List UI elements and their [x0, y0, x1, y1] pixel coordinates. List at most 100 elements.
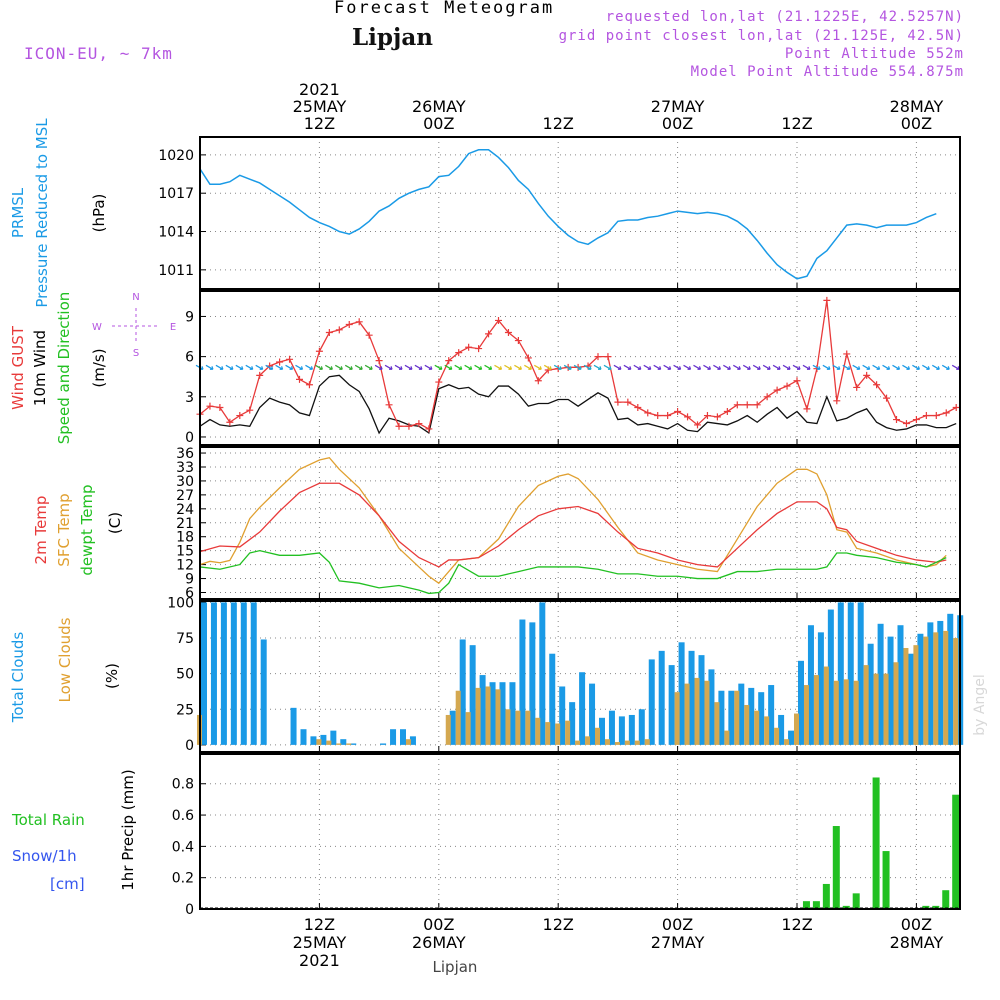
wind-arrow: [892, 364, 901, 370]
gust-point: [604, 353, 612, 361]
bar-low-clouds: [744, 704, 750, 745]
ylabel-wind-gust: Wind GUST: [9, 325, 27, 410]
bar-low-clouds: [604, 739, 610, 745]
bar-total-clouds: [778, 714, 785, 745]
wind-arrow: [225, 364, 234, 370]
bar-low-clouds: [614, 742, 620, 745]
bar-low-clouds: [903, 648, 909, 745]
bar-total-rain: [842, 905, 850, 909]
bar-total-clouds: [618, 716, 625, 745]
ytick-label: 1017: [158, 186, 194, 202]
gust-point: [644, 409, 652, 417]
ytick-label: 9: [185, 572, 194, 588]
wind-arrow: [941, 364, 950, 370]
series-line-dewpt-temp: [199, 549, 947, 595]
ytick-label: 1011: [158, 263, 194, 279]
bar-low-clouds: [455, 690, 461, 745]
bar-total-clouds: [350, 743, 357, 745]
wind-arrow: [882, 364, 891, 370]
gust-point: [534, 377, 542, 385]
bar-low-clouds: [515, 710, 521, 745]
time-label-top: 00Z: [423, 114, 454, 133]
ylabel-10m-wind: 10m Wind: [31, 330, 49, 406]
wind-arrow: [912, 364, 920, 370]
bar-total-clouds: [857, 602, 864, 745]
bar-total-clouds: [728, 690, 735, 745]
gust-point: [654, 412, 662, 420]
wind-arrow: [703, 364, 712, 370]
bar-low-clouds: [585, 736, 591, 745]
series-line-10m-wind: [199, 374, 957, 435]
bar-low-clouds: [694, 677, 700, 745]
bar-total-clouds: [927, 622, 934, 745]
bar-total-clouds: [827, 609, 834, 745]
time-label-top: 00Z: [901, 114, 932, 133]
gust-point: [703, 412, 711, 420]
gust-point: [405, 422, 413, 430]
wind-arrow: [434, 364, 443, 370]
ytick-label: 9: [185, 309, 194, 325]
gust-point: [375, 357, 383, 365]
bar-low-clouds: [764, 716, 770, 745]
gust-point: [485, 330, 493, 338]
wind-arrow: [305, 364, 314, 370]
wind-arrow: [713, 364, 721, 370]
bar-total-clouds: [539, 602, 546, 745]
wind-arrow: [633, 364, 642, 370]
time-label-top: 25MAY: [293, 97, 347, 116]
ytick-label: 0: [185, 738, 194, 754]
gust-point: [713, 413, 721, 421]
wind-arrow: [752, 364, 761, 370]
wind-arrow: [384, 364, 393, 370]
wind-arrow: [315, 364, 323, 370]
bar-total-clouds: [220, 602, 227, 745]
panel-frame: [199, 290, 961, 446]
footer-location: Lipjan: [433, 958, 478, 976]
time-label-top: 2021: [299, 80, 340, 99]
series-line-sfc-temp: [199, 456, 947, 585]
panel-frame: [199, 446, 961, 600]
ytick-label: 75: [176, 631, 194, 647]
ytick-label: 6: [185, 585, 194, 601]
wind-arrow: [922, 364, 930, 370]
bar-total-clouds: [250, 602, 257, 745]
bar-total-rain: [822, 883, 830, 909]
bar-low-clouds: [883, 673, 889, 745]
time-label-bottom: 12Z: [543, 915, 574, 934]
gust-point: [733, 401, 741, 409]
location-name: Lipjan: [352, 24, 433, 51]
bar-low-clouds: [495, 689, 501, 745]
wind-arrow: [215, 364, 224, 370]
gust-point: [455, 349, 463, 357]
wind-arrow: [265, 364, 274, 370]
gust-point: [495, 316, 502, 324]
bar-low-clouds: [684, 683, 690, 745]
bar-total-clouds: [569, 702, 576, 745]
gust-point: [276, 358, 284, 366]
gust-point: [524, 354, 532, 362]
gust-point: [763, 393, 771, 401]
time-label-bottom: 26MAY: [412, 933, 466, 952]
gust-point: [435, 378, 443, 386]
compass-s: S: [133, 348, 139, 359]
gust-point: [226, 418, 234, 426]
bar-low-clouds: [754, 710, 760, 745]
gust-point: [883, 394, 891, 402]
wind-arrow: [583, 364, 592, 370]
bar-total-rain: [832, 826, 840, 909]
unit-percent: (%): [103, 663, 121, 689]
bar-low-clouds: [545, 722, 551, 745]
wind-arrow: [862, 364, 871, 370]
wind-arrow: [464, 364, 473, 370]
bar-low-clouds: [565, 720, 571, 745]
bar-low-clouds: [803, 685, 809, 745]
time-label-bottom: 12Z: [304, 915, 335, 934]
bar-total-clouds: [549, 653, 556, 745]
bar-low-clouds: [823, 666, 829, 745]
bar-total-clouds: [807, 625, 814, 745]
bar-low-clouds: [535, 717, 541, 745]
gust-point: [216, 404, 224, 412]
bar-total-clouds: [608, 710, 615, 745]
grid-point-coords: grid point closest lon,lat (21.125E, 42.…: [558, 28, 964, 44]
ytick-label: 0.4: [172, 839, 194, 855]
